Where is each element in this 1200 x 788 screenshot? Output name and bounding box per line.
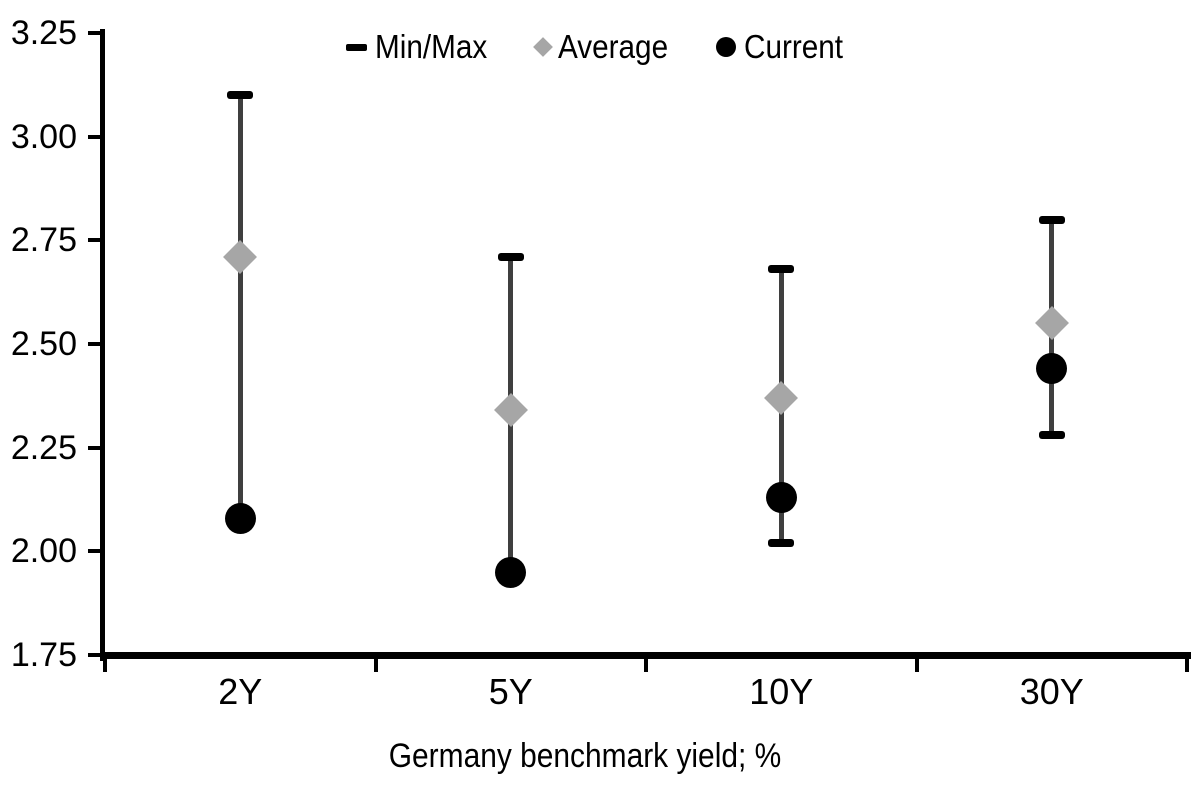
min-cap-30Y xyxy=(1038,431,1065,440)
y-axis-line xyxy=(100,29,105,661)
min-cap-10Y xyxy=(768,539,795,548)
average-diamond-icon xyxy=(532,37,553,57)
y-tick-label: 3.00 xyxy=(10,117,77,156)
y-tick-label: 2.25 xyxy=(10,428,77,467)
x-axis-title: Germany benchmark yield; % xyxy=(388,737,782,775)
average-marker-2Y xyxy=(223,239,258,274)
x-tick xyxy=(373,659,378,672)
average-marker-10Y xyxy=(764,380,799,415)
x-tick xyxy=(914,659,919,672)
x-tick xyxy=(1185,659,1189,672)
y-tick-label: 2.00 xyxy=(10,532,77,571)
current-marker-5Y xyxy=(495,556,527,588)
y-tick xyxy=(88,549,101,554)
y-tick-label: 3.25 xyxy=(10,14,77,52)
legend-item-current: Current xyxy=(715,28,854,66)
legend-label-average: Average xyxy=(557,28,668,65)
y-tick xyxy=(88,31,101,35)
legend-item-minmax: Min/Max xyxy=(345,28,500,66)
x-tick xyxy=(644,659,648,672)
x-tick-label: 5Y xyxy=(488,671,533,712)
x-tick-label: 2Y xyxy=(218,671,263,712)
current-marker-2Y xyxy=(224,502,256,534)
x-tick-label: 30Y xyxy=(1019,671,1084,712)
max-cap-2Y xyxy=(227,91,254,100)
y-tick-label: 1.75 xyxy=(10,636,77,674)
chart-legend: Min/Max Average Current xyxy=(0,28,1200,66)
x-tick-label: 10Y xyxy=(749,671,814,712)
legend-label-minmax: Min/Max xyxy=(374,28,488,65)
y-tick xyxy=(88,238,101,243)
legend-item-average: Average xyxy=(532,28,680,66)
x-axis-line xyxy=(100,652,1191,659)
y-tick-label: 2.75 xyxy=(10,221,77,260)
error-bar-line-2Y xyxy=(237,95,243,519)
y-tick xyxy=(88,134,101,139)
y-tick xyxy=(88,653,101,657)
average-marker-30Y xyxy=(1034,306,1069,341)
current-marker-30Y xyxy=(1036,353,1068,385)
x-tick xyxy=(103,659,107,672)
max-cap-10Y xyxy=(768,265,795,274)
y-tick xyxy=(88,445,101,450)
minmax-dash-icon xyxy=(345,43,367,51)
average-marker-5Y xyxy=(493,393,528,428)
y-tick-label: 2.50 xyxy=(10,325,77,363)
current-marker-10Y xyxy=(765,481,797,513)
y-tick xyxy=(88,342,101,346)
max-cap-5Y xyxy=(497,252,524,261)
current-circle-icon xyxy=(715,37,736,57)
max-cap-30Y xyxy=(1038,215,1065,224)
legend-label-current: Current xyxy=(743,28,844,65)
